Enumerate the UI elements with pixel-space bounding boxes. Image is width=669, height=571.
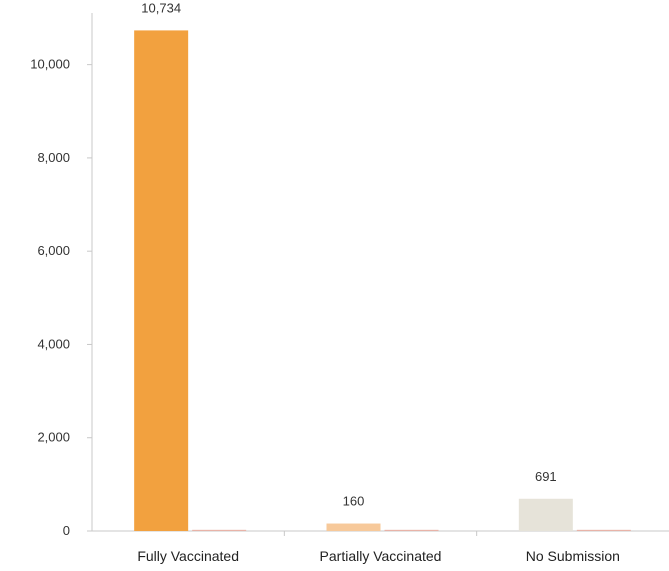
bar-secondary-fully-vaccinated [192, 529, 247, 531]
bar-fully-vaccinated [134, 30, 189, 531]
bar-secondary-partially-vaccinated [384, 529, 439, 531]
bar-no-submission [518, 498, 573, 531]
y-tick-label: 0 [63, 523, 70, 538]
labels: 0 2,000 4,000 6,000 8,000 10,000 10,734 Fully V… [30, 0, 620, 564]
y-tick-label: 10,000 [30, 57, 70, 72]
x-category-label: Fully Vaccinated [137, 548, 239, 564]
bar-secondary-no-submission [576, 529, 631, 531]
bars [134, 30, 631, 531]
data-label: 691 [535, 469, 557, 484]
y-tick-label: 8,000 [37, 150, 70, 165]
y-tick-label: 4,000 [37, 336, 70, 351]
data-label: 10,734 [141, 0, 181, 15]
x-category-label: Partially Vaccinated [320, 548, 442, 564]
bar-partially-vaccinated [326, 523, 381, 531]
y-tick-label: 6,000 [37, 243, 70, 258]
y-tick-label: 2,000 [37, 430, 70, 445]
x-category-label: No Submission [526, 548, 620, 564]
data-label: 160 [343, 494, 365, 509]
